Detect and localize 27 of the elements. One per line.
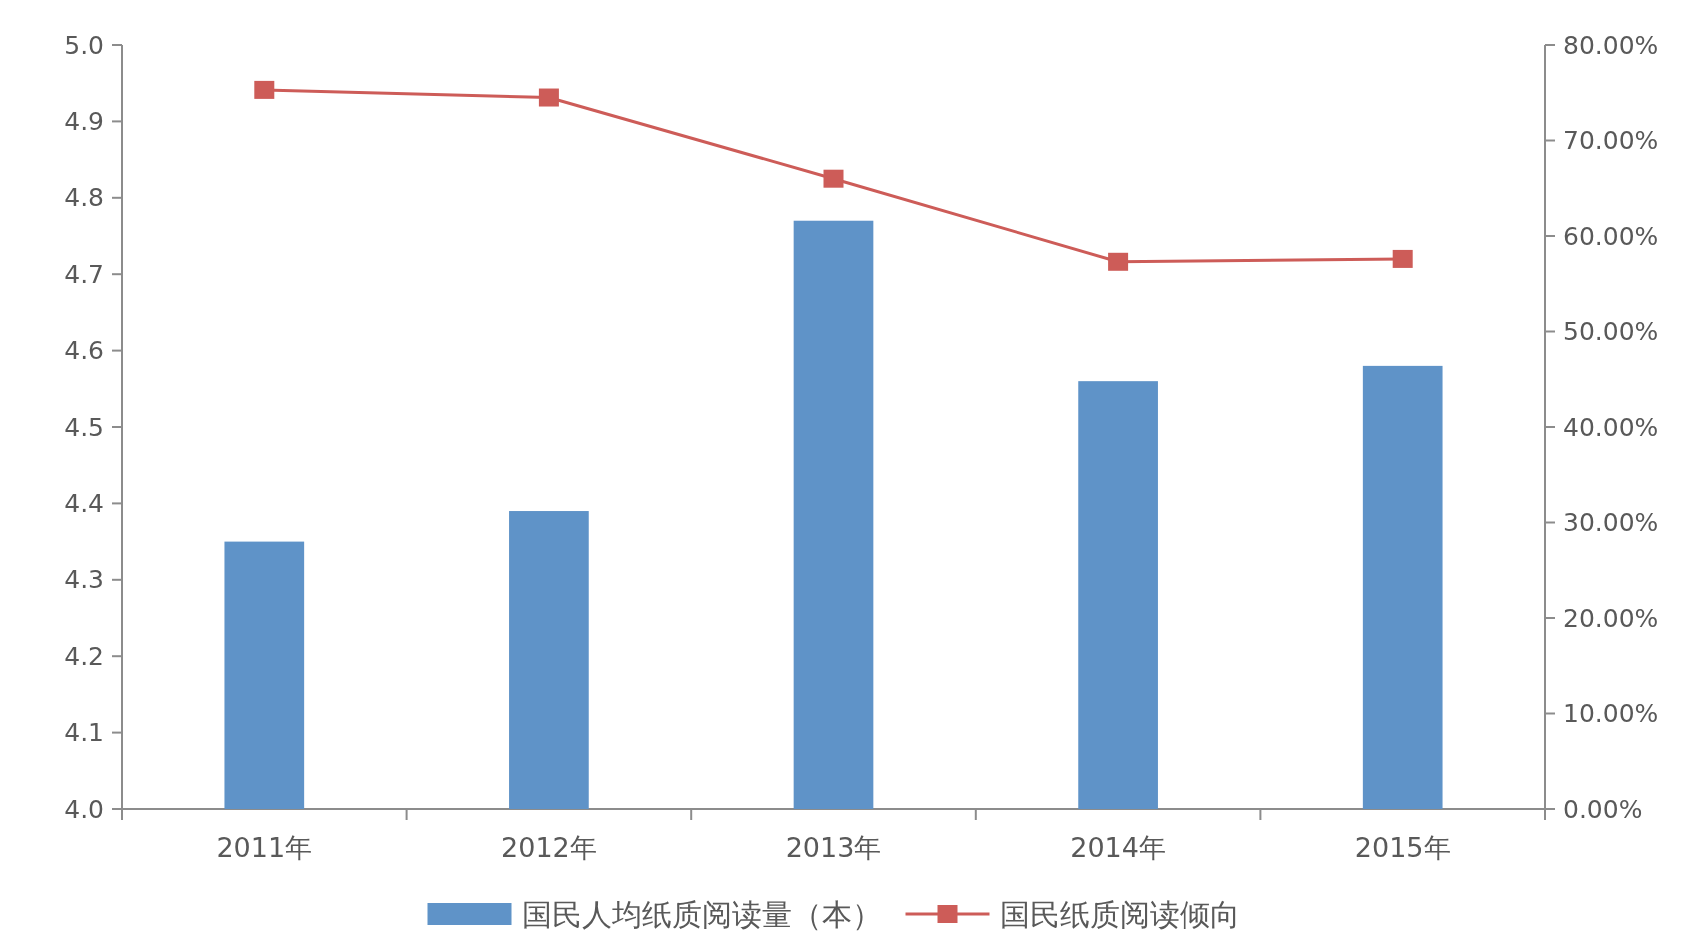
- y-tick-label: 4.0: [64, 794, 104, 824]
- y-tick-label: 4.4: [64, 488, 104, 518]
- y2-tick-label: 50.00%: [1563, 317, 1659, 346]
- y-tick-label: 4.5: [64, 412, 104, 442]
- y-tick-label: 4.3: [64, 565, 104, 595]
- y2-tick-label: 10.00%: [1563, 699, 1659, 728]
- y-tick-label: 4.6: [64, 336, 104, 366]
- y2-tick-label: 40.00%: [1563, 412, 1659, 442]
- x-tick-label: 2011年: [216, 831, 313, 863]
- y-tick-label: 4.1: [64, 718, 104, 748]
- y2-tick-label: 30.00%: [1563, 508, 1659, 537]
- y-tick-label: 4.2: [64, 641, 104, 671]
- y-tick-label: 5.0: [64, 30, 104, 60]
- y2-tick-label: 80.00%: [1563, 30, 1659, 60]
- y-tick-label: 4.9: [64, 106, 104, 136]
- y-tick-label: 4.7: [64, 259, 104, 289]
- y2-tick-label: 60.00%: [1563, 221, 1659, 251]
- x-tick-label: 2012年: [501, 831, 597, 863]
- y-tick-label: 4.8: [64, 183, 104, 213]
- legend-label: 国民纸质阅读倾向: [999, 896, 1240, 932]
- legend-label: 国民人均纸质阅读量（本）: [521, 896, 882, 932]
- y2-tick-label: 70.00%: [1563, 126, 1659, 155]
- x-tick-label: 2015年: [1354, 831, 1451, 863]
- y2-tick-label: 0.00%: [1563, 794, 1643, 824]
- x-tick-label: 2014年: [1070, 831, 1166, 863]
- x-tick-label: 2013年: [785, 831, 882, 863]
- y2-tick-label: 20.00%: [1563, 603, 1659, 633]
